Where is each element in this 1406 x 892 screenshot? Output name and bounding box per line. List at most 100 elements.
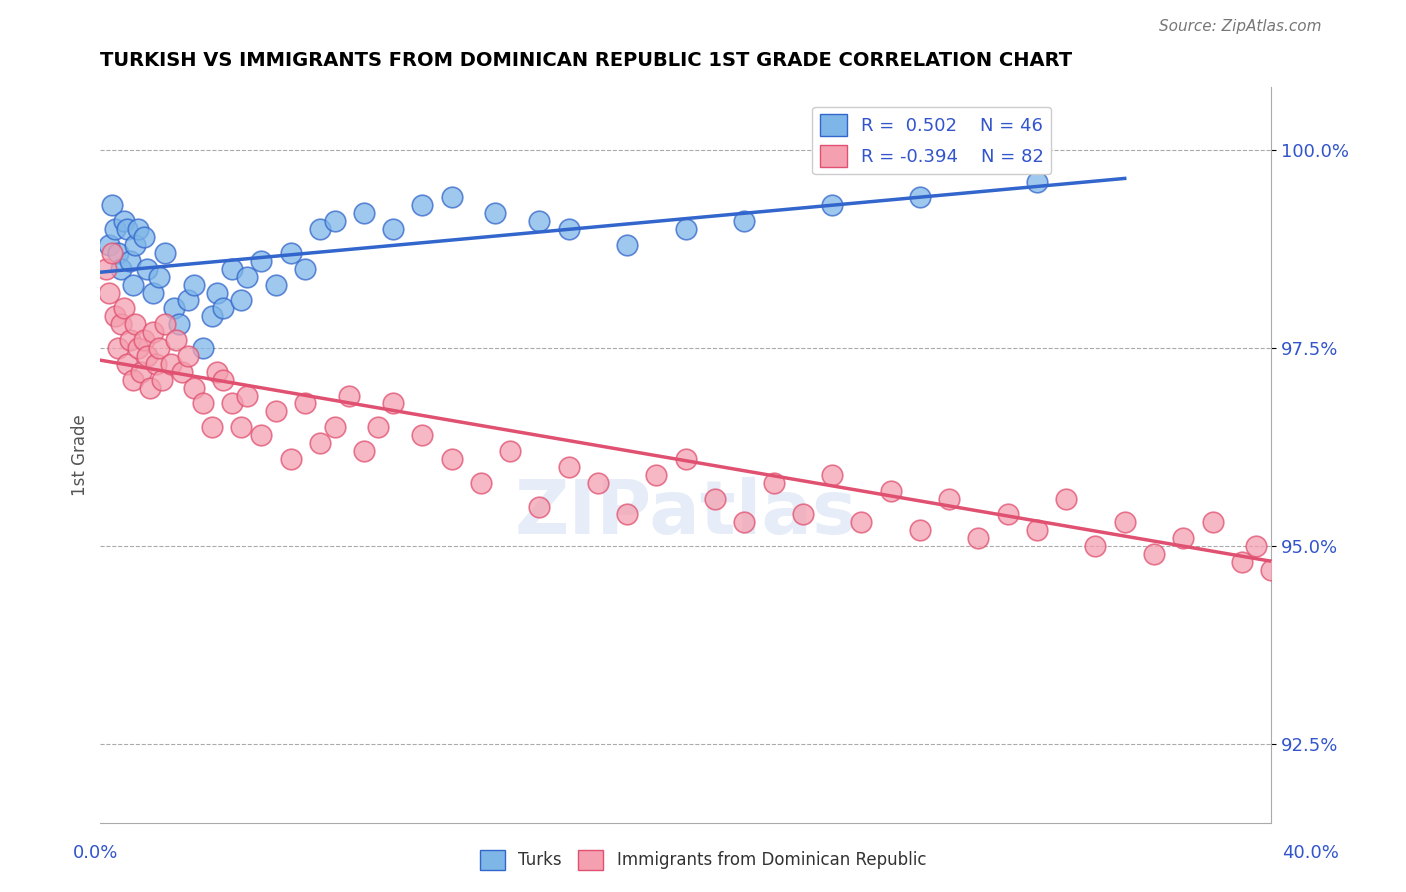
Point	[938, 491, 960, 506]
Point	[586, 475, 609, 490]
Point	[98, 238, 121, 252]
Y-axis label: 1st Grade: 1st Grade	[72, 414, 89, 496]
Point	[96, 261, 118, 276]
Point	[104, 310, 127, 324]
Point	[153, 318, 176, 332]
Point	[229, 420, 252, 434]
Point	[212, 373, 235, 387]
Point	[131, 365, 153, 379]
Point	[183, 381, 205, 395]
Point	[110, 318, 132, 332]
Point	[221, 396, 243, 410]
Point	[98, 285, 121, 300]
Point	[367, 420, 389, 434]
Point	[212, 301, 235, 316]
Point	[264, 404, 287, 418]
Point	[1246, 539, 1268, 553]
Point	[150, 373, 173, 387]
Point	[529, 500, 551, 514]
Point	[1289, 547, 1312, 561]
Point	[1026, 523, 1049, 537]
Point	[112, 301, 135, 316]
Point	[908, 523, 931, 537]
Point	[821, 467, 844, 482]
Point	[616, 508, 638, 522]
Point	[127, 341, 149, 355]
Point	[250, 428, 273, 442]
Point	[908, 190, 931, 204]
Point	[148, 269, 170, 284]
Point	[1274, 531, 1296, 545]
Point	[172, 365, 194, 379]
Point	[115, 357, 138, 371]
Point	[200, 310, 222, 324]
Point	[101, 198, 124, 212]
Point	[118, 333, 141, 347]
Point	[127, 222, 149, 236]
Point	[382, 396, 405, 410]
Legend: R =  0.502    N = 46, R = -0.394    N = 82: R = 0.502 N = 46, R = -0.394 N = 82	[813, 107, 1052, 174]
Point	[136, 349, 159, 363]
Point	[792, 508, 814, 522]
Point	[645, 467, 668, 482]
Point	[169, 318, 191, 332]
Point	[191, 396, 214, 410]
Point	[200, 420, 222, 434]
Point	[183, 277, 205, 292]
Point	[470, 475, 492, 490]
Point	[229, 293, 252, 308]
Point	[136, 261, 159, 276]
Point	[353, 206, 375, 220]
Point	[101, 246, 124, 260]
Point	[207, 365, 229, 379]
Point	[484, 206, 506, 220]
Point	[177, 349, 200, 363]
Point	[1143, 547, 1166, 561]
Legend: Turks, Immigrants from Dominican Republic: Turks, Immigrants from Dominican Republi…	[472, 843, 934, 877]
Point	[1319, 523, 1341, 537]
Point	[1260, 563, 1282, 577]
Point	[104, 222, 127, 236]
Point	[382, 222, 405, 236]
Point	[142, 325, 165, 339]
Text: 40.0%: 40.0%	[1282, 844, 1339, 862]
Point	[440, 190, 463, 204]
Point	[294, 396, 316, 410]
Point	[704, 491, 727, 506]
Point	[1026, 175, 1049, 189]
Point	[557, 222, 579, 236]
Point	[280, 246, 302, 260]
Point	[177, 293, 200, 308]
Point	[250, 253, 273, 268]
Point	[1054, 491, 1077, 506]
Point	[264, 277, 287, 292]
Point	[134, 333, 156, 347]
Point	[235, 269, 257, 284]
Point	[162, 301, 184, 316]
Point	[118, 253, 141, 268]
Point	[1348, 571, 1371, 585]
Point	[997, 508, 1019, 522]
Point	[1230, 555, 1253, 569]
Point	[323, 420, 346, 434]
Point	[353, 444, 375, 458]
Text: ZIPatlas: ZIPatlas	[515, 477, 858, 550]
Point	[411, 428, 433, 442]
Point	[557, 459, 579, 474]
Point	[159, 357, 181, 371]
Point	[121, 277, 143, 292]
Point	[411, 198, 433, 212]
Point	[529, 214, 551, 228]
Point	[821, 198, 844, 212]
Point	[107, 246, 129, 260]
Point	[1084, 539, 1107, 553]
Point	[124, 318, 146, 332]
Point	[499, 444, 522, 458]
Point	[337, 388, 360, 402]
Point	[1173, 531, 1195, 545]
Point	[110, 261, 132, 276]
Point	[235, 388, 257, 402]
Point	[762, 475, 785, 490]
Point	[148, 341, 170, 355]
Point	[191, 341, 214, 355]
